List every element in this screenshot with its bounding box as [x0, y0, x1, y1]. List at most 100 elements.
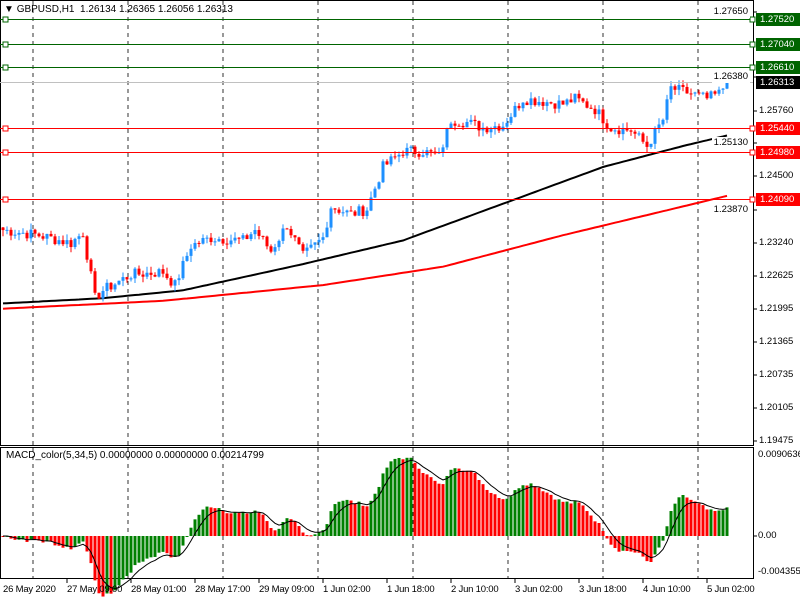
candle-body — [673, 86, 677, 90]
candle-body — [645, 141, 649, 147]
candle-body — [377, 182, 381, 189]
macd-bar — [673, 503, 677, 536]
level-handle — [749, 149, 756, 156]
macd-bar — [513, 490, 517, 536]
macd-bar — [77, 536, 81, 544]
price-tick-label: 1.25760 — [759, 105, 794, 116]
macd-bar — [537, 487, 541, 536]
macd-bar — [361, 505, 365, 536]
macd-bar — [601, 531, 605, 536]
candle-body — [657, 124, 661, 129]
macd-bar — [465, 470, 469, 536]
candle-body — [369, 197, 373, 211]
candle-body — [469, 119, 473, 122]
candle-body — [397, 154, 401, 157]
macd-bar — [453, 468, 457, 536]
macd-bar — [301, 532, 305, 536]
candle-body — [357, 206, 361, 216]
price-tick-label: 1.24500 — [759, 170, 794, 181]
macd-bar — [105, 536, 109, 594]
candle-body — [53, 236, 57, 245]
candle-body — [141, 274, 145, 277]
macd-bar — [605, 536, 609, 539]
candle-body — [337, 209, 341, 213]
candle-body — [509, 116, 513, 123]
candle-body — [281, 228, 285, 241]
macd-bar — [249, 512, 253, 536]
macd-bar — [381, 473, 385, 536]
candle-body — [257, 230, 261, 236]
candle-body — [545, 102, 549, 106]
candle-body — [85, 236, 89, 260]
candle-body — [349, 210, 353, 212]
menu-triangle-icon[interactable]: ▼ — [4, 4, 14, 15]
candle-body — [641, 133, 645, 142]
macd-bar — [325, 524, 329, 536]
macd-bar — [101, 536, 105, 597]
macd-bar — [481, 484, 485, 536]
macd-bar — [293, 521, 297, 536]
macd-bar — [717, 510, 721, 536]
macd-bar — [593, 521, 597, 536]
macd-bar — [441, 484, 445, 536]
ohlc-values: 1.26134 1.26365 1.26056 1.26313 — [80, 4, 233, 15]
macd-bar — [29, 536, 33, 540]
macd-bar — [349, 500, 353, 536]
level-handle — [2, 149, 9, 156]
candle-body — [561, 100, 565, 105]
candle-body — [401, 154, 405, 156]
macd-bar — [705, 509, 709, 536]
macd-bar — [45, 536, 49, 542]
level-handle — [2, 125, 9, 132]
level-price-label: 1.27040 — [756, 37, 800, 51]
macd-bar — [353, 503, 357, 536]
candle-body — [525, 102, 529, 106]
macd-bar — [657, 536, 661, 548]
macd-bar — [397, 457, 401, 536]
candle-body — [725, 82, 729, 89]
macd-bar — [185, 536, 189, 537]
macd-bar — [477, 479, 481, 536]
macd-bar — [321, 530, 325, 536]
macd-bar — [457, 468, 461, 536]
macd-bar — [621, 536, 625, 551]
candle-body — [149, 272, 153, 275]
current-price-label: 1.26313 — [756, 75, 800, 89]
candle-body — [45, 233, 49, 239]
ma-fast-line — [2, 134, 728, 305]
candle-body — [9, 229, 13, 236]
candle-body — [681, 84, 685, 87]
macd-bar — [57, 536, 61, 546]
indicator-panel-frame — [0, 447, 754, 579]
macd-bar — [189, 527, 193, 536]
macd-bar — [641, 536, 645, 557]
macd-bar — [709, 509, 713, 536]
candle-body — [121, 277, 125, 281]
macd-bar — [669, 511, 673, 536]
macd-bar — [581, 505, 585, 536]
macd-bar — [685, 497, 689, 536]
macd-bar — [633, 536, 637, 553]
candle-body — [441, 147, 445, 153]
macd-bar — [129, 536, 133, 573]
macd-bar — [485, 489, 489, 536]
candle-body — [605, 123, 609, 129]
candle-body — [105, 282, 109, 291]
candle-body — [617, 130, 621, 135]
macd-bar — [285, 518, 289, 536]
macd-bar — [609, 536, 613, 545]
candle-body — [593, 108, 597, 115]
macd-bar — [725, 507, 729, 536]
macd-bar — [721, 510, 725, 536]
macd-bar — [585, 511, 589, 536]
candle-body — [73, 238, 77, 248]
candle-body — [273, 247, 277, 252]
candle-body — [81, 236, 85, 238]
macd-bar — [121, 536, 125, 580]
candle-body — [485, 127, 489, 133]
candle-body — [317, 239, 321, 243]
macd-bar — [649, 536, 653, 562]
candle-body — [25, 232, 29, 239]
macd-bar — [253, 510, 257, 536]
